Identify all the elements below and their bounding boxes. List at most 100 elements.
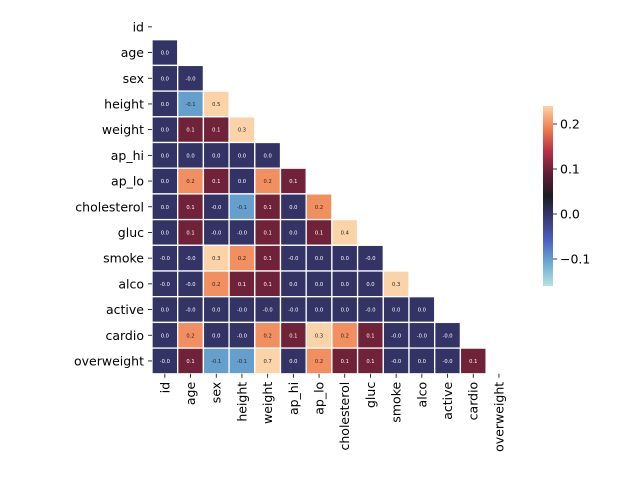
cell-value-label: 0.0 xyxy=(315,282,323,288)
cell-value-label: 0.1 xyxy=(238,282,246,288)
cell-value-label: -0.1 xyxy=(211,359,221,365)
cell-value-label: 0.1 xyxy=(264,230,272,236)
cell-value-label: 0.0 xyxy=(161,205,169,211)
cell-value-label: 0.2 xyxy=(212,282,220,288)
cell-value-label: 0.1 xyxy=(186,128,194,134)
heatmap-cell-weight-height xyxy=(228,116,256,144)
heatmap-cell-gluc-id xyxy=(151,218,179,246)
heatmap-cell-active-alco xyxy=(408,296,436,324)
x-tick-label-cholesterol: cholesterol xyxy=(337,382,352,451)
cell-value-label: 0.0 xyxy=(315,256,323,262)
cell-value-label: 0.0 xyxy=(238,153,246,159)
cell-value-label: -0.0 xyxy=(237,230,247,236)
heatmap-cell-ap_lo-height xyxy=(228,167,256,195)
cell-value-label: 0.0 xyxy=(161,51,169,57)
x-tick-label-alco: alco xyxy=(414,382,429,408)
y-tick-label-smoke: smoke xyxy=(103,251,144,266)
cell-value-label: -0.1 xyxy=(237,205,247,211)
cell-value-label: 0.1 xyxy=(289,179,297,185)
heatmap-cell-gluc-cholesterol xyxy=(331,218,359,246)
cell-value-label: 0.0 xyxy=(392,308,400,314)
heatmap-cell-alco-smoke xyxy=(382,270,410,298)
cell-value-label: 0.0 xyxy=(289,282,297,288)
cell-value-label: -0.0 xyxy=(211,230,221,236)
cell-value-label: -0.0 xyxy=(288,256,298,262)
cell-value-label: -0.1 xyxy=(185,102,195,108)
cell-value-label: 0.0 xyxy=(289,230,297,236)
cell-value-label: 0.1 xyxy=(186,230,194,236)
cell-value-label: 0.2 xyxy=(186,333,194,339)
y-tick-label-gluc: gluc xyxy=(118,225,144,240)
cell-value-label: 0.0 xyxy=(238,179,246,185)
cell-value-label: 0.0 xyxy=(418,308,426,314)
cell-value-label: 0.3 xyxy=(238,128,246,134)
cell-value-label: 0.0 xyxy=(212,153,220,159)
x-tick-label-cardio: cardio xyxy=(466,382,481,421)
colorbar: 0.2 0.1 0.0 −0.1 xyxy=(543,106,590,286)
heatmap-cell-overweight-cardio xyxy=(459,347,487,375)
cell-value-label: 0.0 xyxy=(289,205,297,211)
cell-value-label: 0.0 xyxy=(315,308,323,314)
heatmap-cell-ap_lo-weight xyxy=(254,167,282,195)
heatmap-cell-overweight-alco xyxy=(408,347,436,375)
cell-value-label: 0.1 xyxy=(341,359,349,365)
x-tick-label-smoke: smoke xyxy=(389,381,404,422)
cell-value-label: 0.0 xyxy=(161,128,169,134)
cell-value-label: 0.0 xyxy=(212,333,220,339)
heatmap-cell-height-sex xyxy=(202,90,230,118)
cell-value-label: 0.2 xyxy=(264,333,272,339)
heatmap-cell-alco-id xyxy=(151,270,179,298)
heatmap-cell-overweight-height xyxy=(228,347,256,375)
x-tick-label-ap_lo: ap_lo xyxy=(312,382,327,415)
heatmap-cell-active-id xyxy=(151,296,179,324)
cell-value-label: 0.0 xyxy=(161,153,169,159)
cell-value-label: -0.0 xyxy=(211,205,221,211)
cell-value-label: 0.0 xyxy=(161,308,169,314)
heatmap-cell-active-height xyxy=(228,296,256,324)
y-tick-label-id: id xyxy=(133,19,144,34)
cell-value-label: -0.0 xyxy=(237,308,247,314)
colorbar-tick-label: −0.1 xyxy=(560,252,590,267)
heatmap-cell-overweight-sex xyxy=(202,347,230,375)
y-tick-label-overweight: overweight xyxy=(74,353,144,368)
y-tick-label-age: age xyxy=(121,45,145,60)
heatmap-cell-overweight-smoke xyxy=(382,347,410,375)
y-tick-label-alco: alco xyxy=(118,276,144,291)
cell-value-label: 0.0 xyxy=(161,76,169,82)
heatmap-cell-alco-gluc xyxy=(356,270,384,298)
cell-value-label: -0.0 xyxy=(442,333,452,339)
y-tick-label-cardio: cardio xyxy=(105,328,144,343)
heatmap-cell-alco-sex xyxy=(202,270,230,298)
cell-value-label: 0.4 xyxy=(341,230,350,236)
heatmap-cell-gluc-sex xyxy=(202,218,230,246)
cell-value-label: 0.0 xyxy=(418,359,426,365)
cell-value-label: 0.0 xyxy=(341,256,349,262)
heatmap-cell-alco-ap_hi xyxy=(279,270,307,298)
cell-value-label: 0.0 xyxy=(212,308,220,314)
cell-value-label: -0.0 xyxy=(160,359,170,365)
cell-value-label: 0.1 xyxy=(186,205,194,211)
cell-value-label: 0.2 xyxy=(315,359,323,365)
heatmap-cell-cardio-cholesterol xyxy=(331,321,359,349)
cell-value-label: -0.0 xyxy=(160,256,170,262)
cell-value-label: -0.0 xyxy=(185,256,195,262)
cell-value-label: 0.2 xyxy=(186,179,194,185)
x-tick-label-overweight: overweight xyxy=(491,382,506,452)
cell-value-label: 0.0 xyxy=(161,102,169,108)
x-tick-label-weight: weight xyxy=(260,382,275,424)
cell-value-label: -0.0 xyxy=(391,359,401,365)
cell-value-label: -0.0 xyxy=(263,308,273,314)
heatmap-cell-alco-weight xyxy=(254,270,282,298)
cell-value-label: 0.0 xyxy=(264,153,272,159)
cell-value-label: -0.0 xyxy=(417,333,427,339)
colorbar-tick-label: 0.0 xyxy=(560,207,580,222)
y-tick-label-active: active xyxy=(106,302,144,317)
heatmap-cell-cardio-alco xyxy=(408,321,436,349)
heatmap-cell-ap_lo-age xyxy=(177,167,205,195)
heatmap-cell-cardio-ap_lo xyxy=(305,321,333,349)
cell-value-label: 0.0 xyxy=(341,282,349,288)
cell-value-label: 0.0 xyxy=(289,359,297,365)
cell-value-label: -0.0 xyxy=(365,308,375,314)
heatmap-cell-cardio-sex xyxy=(202,321,230,349)
x-tick-label-height: height xyxy=(234,382,249,422)
